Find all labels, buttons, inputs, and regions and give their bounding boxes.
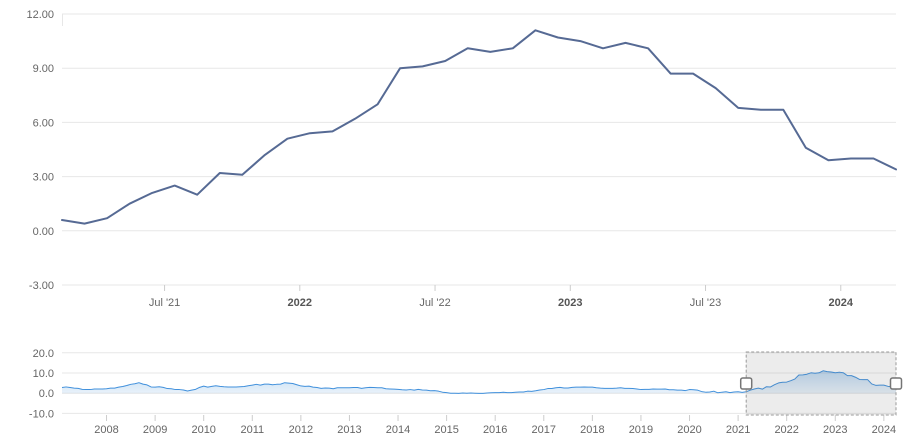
main-y-axis-label: 6.00	[33, 117, 54, 129]
main-gridlines	[62, 13, 896, 286]
navigator-x-axis-label: 2013	[337, 424, 361, 436]
navigator-y-axis-label: 20.0	[33, 348, 54, 360]
navigator-x-axis-label: 2015	[434, 424, 458, 436]
main-series-line	[61, 29, 897, 225]
main-chart: 12.00 9.00 6.00 3.00 0.00 -3.00 Jul '21 2022 Jul…	[26, 9, 897, 309]
main-x-axis-label: Jul '22	[419, 297, 450, 309]
main-x-axis-label: 2023	[558, 297, 582, 309]
navigator-x-axis-label: 2009	[143, 424, 167, 436]
main-y-axis-label: 3.00	[33, 172, 54, 184]
main-x-axis-label: Jul '21	[149, 297, 180, 309]
navigator-x-axis-label: 2008	[94, 424, 118, 436]
navigator: 20.0 10.0 0.0 -10.0 2008 2009 2010 2011 2012 2013…	[0, 340, 915, 446]
navigator-x-axis-label: 2021	[726, 424, 750, 436]
navigator-x-axis-label: 2018	[580, 424, 604, 436]
navigator-y-axis-label: 0.0	[39, 388, 54, 400]
navigator-x-axis-label: 2012	[289, 424, 313, 436]
main-y-axis-label: -3.00	[29, 280, 54, 292]
main-x-axis: Jul '21 2022 Jul '22 2023 Jul '23 2024	[149, 285, 854, 309]
navigator-svg: 20.0 10.0 0.0 -10.0 2008 2009 2010 2011 2012 2013…	[29, 348, 903, 436]
navigator-y-axis-label: 10.0	[33, 368, 54, 380]
navigator-x-axis-label: 2024	[872, 424, 896, 436]
main-x-axis-label: 2024	[829, 297, 854, 309]
main-x-axis-label: Jul '23	[690, 297, 721, 309]
navigator-x-axis-label: 2019	[629, 424, 653, 436]
navigator-x-axis: 2008 2009 2010 2011 2012 2013 2014 2015 2016 2017…	[94, 415, 896, 436]
navigator-x-axis-label: 2016	[483, 424, 507, 436]
navigator-x-axis-label: 2011	[240, 424, 264, 436]
navigator-x-axis-label: 2020	[677, 424, 701, 436]
main-y-axis-label: 0.00	[33, 226, 54, 238]
navigator-handle-left[interactable]	[739, 377, 753, 390]
main-y-axis-label: 9.00	[33, 63, 54, 75]
navigator-x-axis-label: 2017	[532, 424, 556, 436]
navigator-area-fill	[62, 370, 896, 394]
navigator-gridlines: 20.0 10.0 0.0 -10.0	[29, 348, 896, 420]
main-x-axis-label: 2022	[288, 297, 312, 309]
navigator-x-axis-label: 2014	[386, 424, 410, 436]
main-y-axis-label: 12.00	[26, 9, 54, 21]
navigator-selection[interactable]	[745, 351, 897, 416]
navigator-handle-right[interactable]	[889, 377, 903, 390]
navigator-x-axis-label: 2023	[823, 424, 847, 436]
main-y-axis-labels: 12.00 9.00 6.00 3.00 0.00 -3.00	[26, 9, 54, 292]
navigator-y-axis-label: -10.0	[29, 408, 54, 420]
navigator-x-axis-label: 2010	[191, 424, 215, 436]
navigator-x-axis-label: 2022	[774, 424, 798, 436]
navigator-series-line	[61, 370, 897, 394]
